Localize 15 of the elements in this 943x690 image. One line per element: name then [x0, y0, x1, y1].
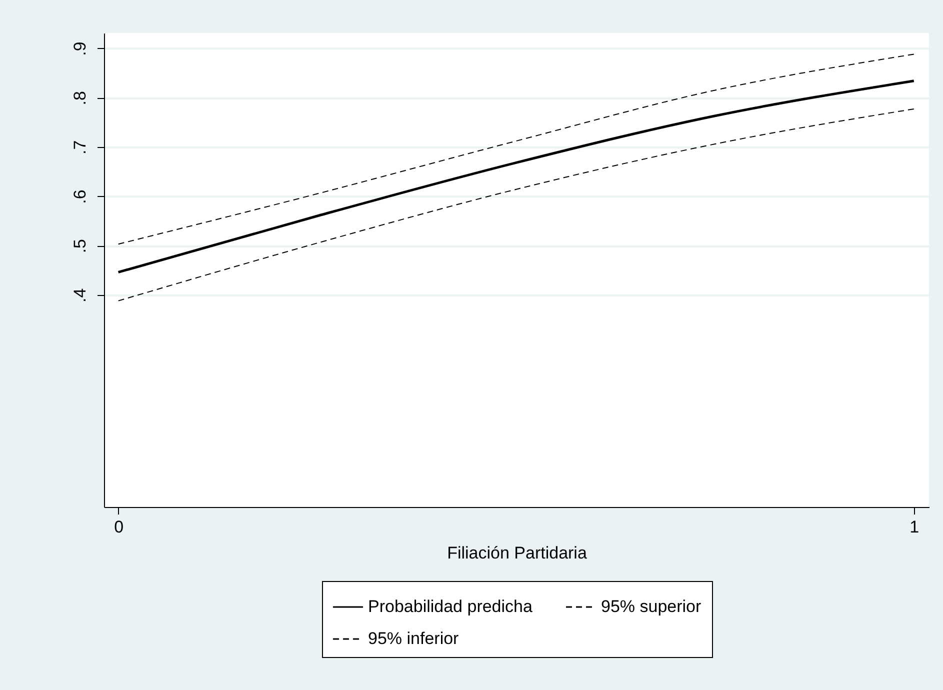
legend-label: 95% superior — [601, 597, 702, 616]
y-tick-label: .7 — [70, 140, 90, 155]
x-axis-title: Filiación Partidaria — [447, 544, 588, 562]
line-series — [117, 80, 916, 274]
legend-label: Probabilidad predicha — [368, 597, 533, 616]
x-tick-label: 1 — [910, 518, 920, 536]
y-tick-label: .4 — [70, 288, 90, 302]
y-tick-label: .8 — [70, 91, 90, 106]
x-tick-label: 0 — [114, 518, 124, 536]
legend-label: 95% inferior — [368, 629, 460, 648]
line-series — [118, 54, 914, 245]
y-tick-label: .5 — [70, 238, 90, 254]
y-tick-label: .9 — [70, 42, 90, 56]
line-series — [118, 108, 914, 302]
y-tick-label: .6 — [70, 190, 90, 204]
